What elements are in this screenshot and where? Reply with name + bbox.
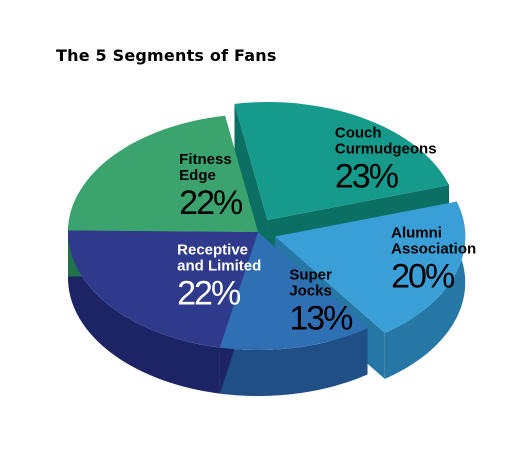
pie-slice-outer-wall bbox=[384, 201, 466, 379]
slice-name-label: Super Jocks bbox=[289, 266, 332, 299]
slice-value-label: 20% bbox=[391, 257, 455, 295]
slice-name-line: Curmudgeons bbox=[335, 141, 437, 158]
pie-slice-edge-wall bbox=[234, 103, 268, 267]
slice-name-line: Couch bbox=[335, 125, 382, 142]
pie-tops bbox=[68, 102, 466, 350]
slice-name-line: Edge bbox=[179, 167, 216, 184]
slice-name-line: Fitness bbox=[179, 151, 232, 168]
slice-name-label: Couch Curmudgeons bbox=[335, 125, 437, 158]
slice-name-label: Alumni Association bbox=[391, 224, 476, 257]
chart-title: The 5 Segments of Fans bbox=[56, 46, 277, 65]
pie-slice bbox=[68, 115, 258, 232]
slice-name-line: Super bbox=[289, 266, 332, 283]
slice-name-line: Alumni bbox=[391, 224, 442, 241]
slice-name-line: Receptive bbox=[177, 241, 248, 258]
slice-name-label: Fitness Edge bbox=[179, 151, 232, 184]
pie-slice bbox=[68, 230, 258, 348]
pie-slice bbox=[275, 201, 466, 333]
pie-slice bbox=[234, 102, 449, 221]
slice-name-line: Jocks bbox=[289, 282, 332, 299]
slice-value-label: 13% bbox=[289, 299, 353, 337]
slice-name-label: Receptive and Limited bbox=[177, 241, 261, 274]
slice-value-label: 22% bbox=[179, 184, 243, 222]
pie-slice bbox=[219, 232, 368, 350]
slice-value-label: 23% bbox=[335, 158, 399, 196]
pie-slice-outer-wall bbox=[219, 328, 368, 396]
slice-value-label: 22% bbox=[177, 274, 241, 312]
slice-name-line: Association bbox=[391, 240, 476, 257]
pie-slice-outer-wall bbox=[68, 230, 220, 394]
slice-name-line: and Limited bbox=[177, 257, 261, 274]
